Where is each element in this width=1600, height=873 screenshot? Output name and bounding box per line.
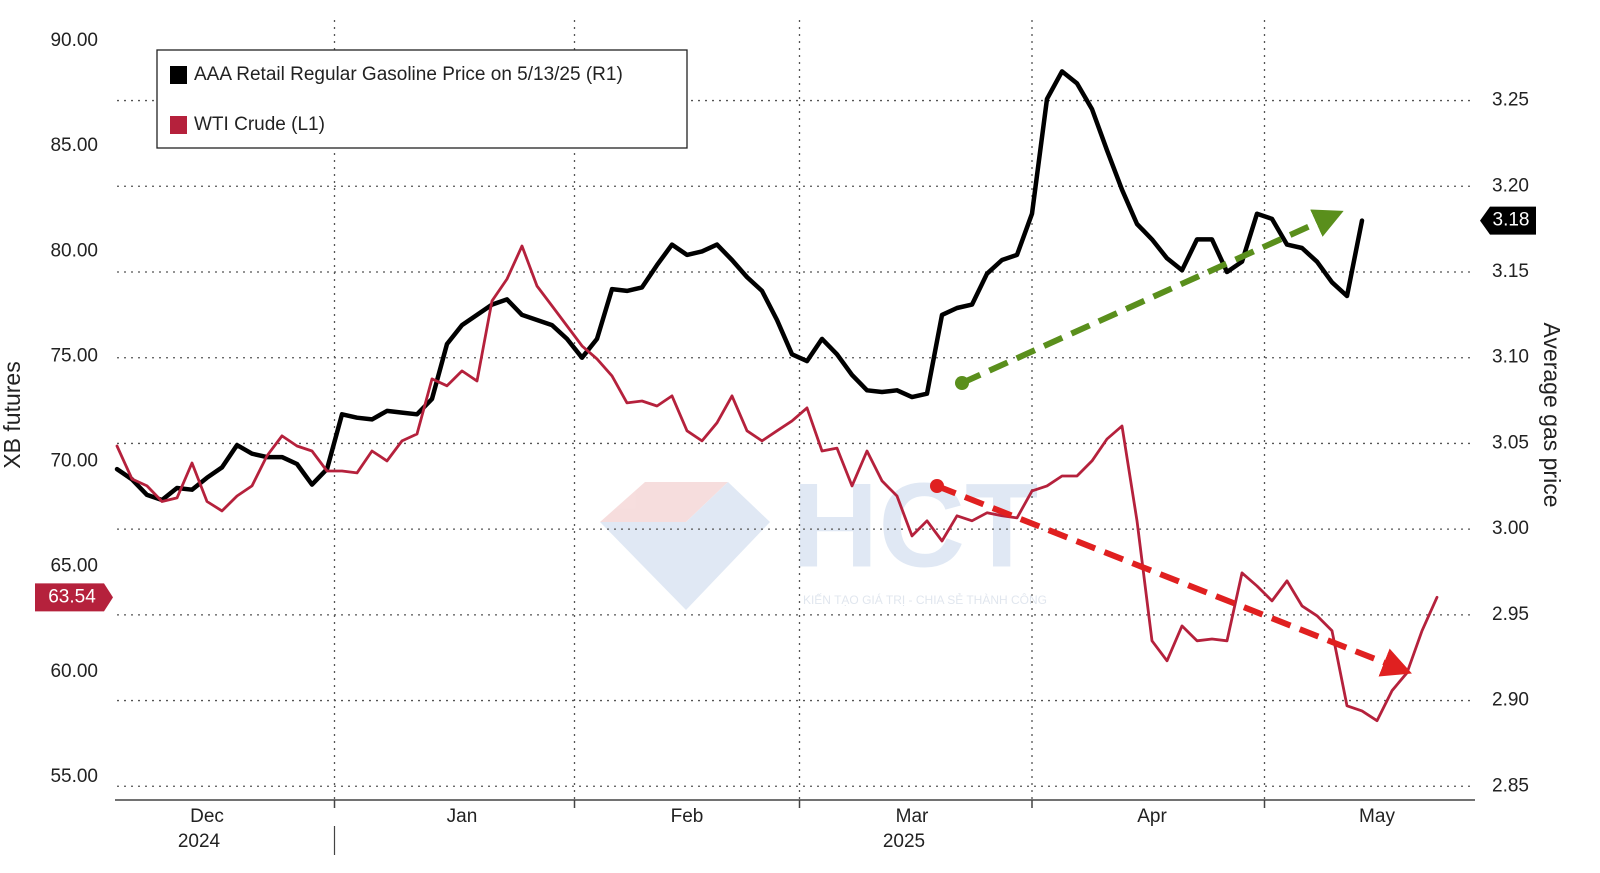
- y-axis-label: XB futures: [0, 361, 25, 468]
- x-tick-label: Jan: [447, 806, 478, 827]
- axes: 55.00 60.00 65.00 70.00 75.00 80.00 85.00 90.00…: [35, 30, 1536, 855]
- y2-tick-label: 2.95: [1492, 604, 1529, 625]
- y2-tick-label: 3.10: [1492, 347, 1529, 368]
- x-tick-label: Mar: [896, 806, 929, 827]
- legend: AAA Retail Regular Gasoline Price on 5/1…: [156, 49, 688, 149]
- watermark-shape: [600, 482, 728, 522]
- x-year-label: 2024: [178, 831, 221, 852]
- legend-swatch: [170, 66, 187, 84]
- y2-tick-label: 2.90: [1492, 690, 1529, 711]
- last-value-label: 3.18: [1493, 210, 1530, 231]
- legend-label: AAA Retail Regular Gasoline Price on 5/1…: [194, 64, 623, 85]
- y-tick-label: 55.00: [50, 766, 98, 787]
- annotations: [930, 209, 1412, 677]
- x-tick-label: Apr: [1137, 806, 1167, 827]
- watermark-shape: [686, 482, 770, 522]
- x-tick-label: Feb: [671, 806, 704, 827]
- y2-axis-label: Average gas price: [1539, 323, 1565, 508]
- watermark-shape: [600, 522, 770, 610]
- watermark: HCT KIẾN TẠO GIÁ TRỊ - CHIA SẺ THÀNH CÔN…: [600, 459, 1047, 610]
- y2-tick-label: 3.00: [1492, 518, 1529, 539]
- y2-tick-label: 3.15: [1492, 261, 1529, 282]
- series-line: [114, 69, 1365, 503]
- x-year-label: 2025: [883, 831, 925, 852]
- y2-tick-label: 3.05: [1492, 432, 1529, 453]
- lines: [114, 69, 1439, 723]
- legend-box: [156, 49, 688, 149]
- watermark-text: HCT: [792, 459, 1039, 593]
- trend-start: [955, 376, 969, 390]
- legend-swatch: [170, 116, 187, 134]
- y-tick-label: 65.00: [50, 556, 98, 577]
- trend-start: [930, 479, 944, 493]
- y2-tick-label: 3.25: [1492, 90, 1529, 111]
- series-line: [115, 244, 1439, 723]
- last-value-box: [1480, 206, 1536, 235]
- trend-arrow: [935, 483, 1412, 677]
- y2-tick-label: 3.20: [1492, 175, 1529, 196]
- y-tick-label: 75.00: [50, 345, 98, 366]
- y2-tick-label: 2.85: [1492, 775, 1529, 796]
- watermark-tagline: KIẾN TẠO GIÁ TRỊ - CHIA SẺ THÀNH CÔNG: [803, 592, 1047, 607]
- last-value-box: [35, 583, 113, 612]
- x-tick-label: Dec: [190, 806, 224, 827]
- x-tick-label: May: [1359, 806, 1395, 827]
- y-tick-label: 90.00: [50, 30, 98, 51]
- y-tick-label: 85.00: [50, 135, 98, 156]
- y-tick-label: 70.00: [50, 451, 98, 472]
- y-tick-label: 60.00: [50, 661, 98, 682]
- legend-label: WTI Crude (L1): [194, 114, 325, 135]
- last-value-label: 63.54: [48, 586, 96, 607]
- trend-arrow: [960, 209, 1344, 386]
- y-tick-label: 80.00: [50, 240, 98, 261]
